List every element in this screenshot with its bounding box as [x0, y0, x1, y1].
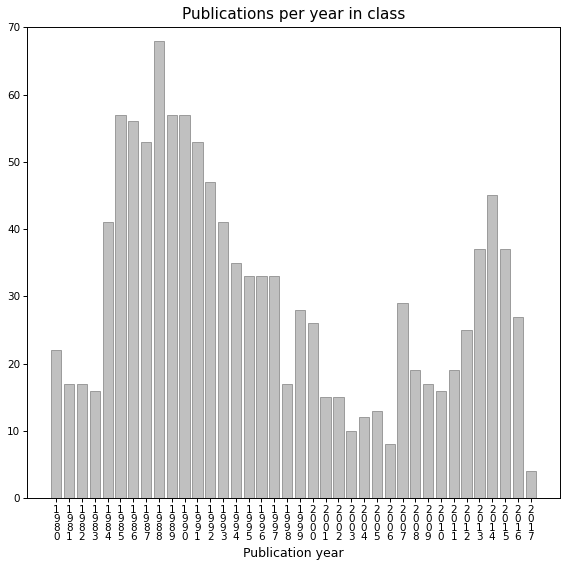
- Bar: [372, 411, 382, 498]
- X-axis label: Publication year: Publication year: [243, 547, 344, 560]
- Bar: [436, 391, 446, 498]
- Bar: [167, 115, 177, 498]
- Bar: [115, 115, 126, 498]
- Bar: [397, 303, 408, 498]
- Bar: [513, 316, 523, 498]
- Bar: [333, 397, 344, 498]
- Bar: [179, 115, 190, 498]
- Bar: [474, 249, 485, 498]
- Bar: [231, 263, 241, 498]
- Bar: [269, 276, 280, 498]
- Bar: [346, 431, 356, 498]
- Bar: [282, 384, 292, 498]
- Bar: [218, 222, 228, 498]
- Bar: [256, 276, 266, 498]
- Bar: [64, 384, 74, 498]
- Bar: [410, 370, 421, 498]
- Title: Publications per year in class: Publications per year in class: [182, 7, 405, 22]
- Bar: [320, 397, 331, 498]
- Bar: [487, 196, 497, 498]
- Bar: [103, 222, 113, 498]
- Bar: [244, 276, 254, 498]
- Bar: [205, 182, 215, 498]
- Bar: [128, 121, 138, 498]
- Bar: [141, 142, 151, 498]
- Bar: [77, 384, 87, 498]
- Bar: [500, 249, 510, 498]
- Bar: [384, 445, 395, 498]
- Bar: [526, 471, 536, 498]
- Bar: [295, 310, 305, 498]
- Bar: [51, 350, 61, 498]
- Bar: [423, 384, 433, 498]
- Bar: [308, 323, 318, 498]
- Bar: [90, 391, 100, 498]
- Bar: [448, 370, 459, 498]
- Bar: [359, 417, 369, 498]
- Bar: [462, 330, 472, 498]
- Bar: [154, 41, 164, 498]
- Bar: [192, 142, 202, 498]
